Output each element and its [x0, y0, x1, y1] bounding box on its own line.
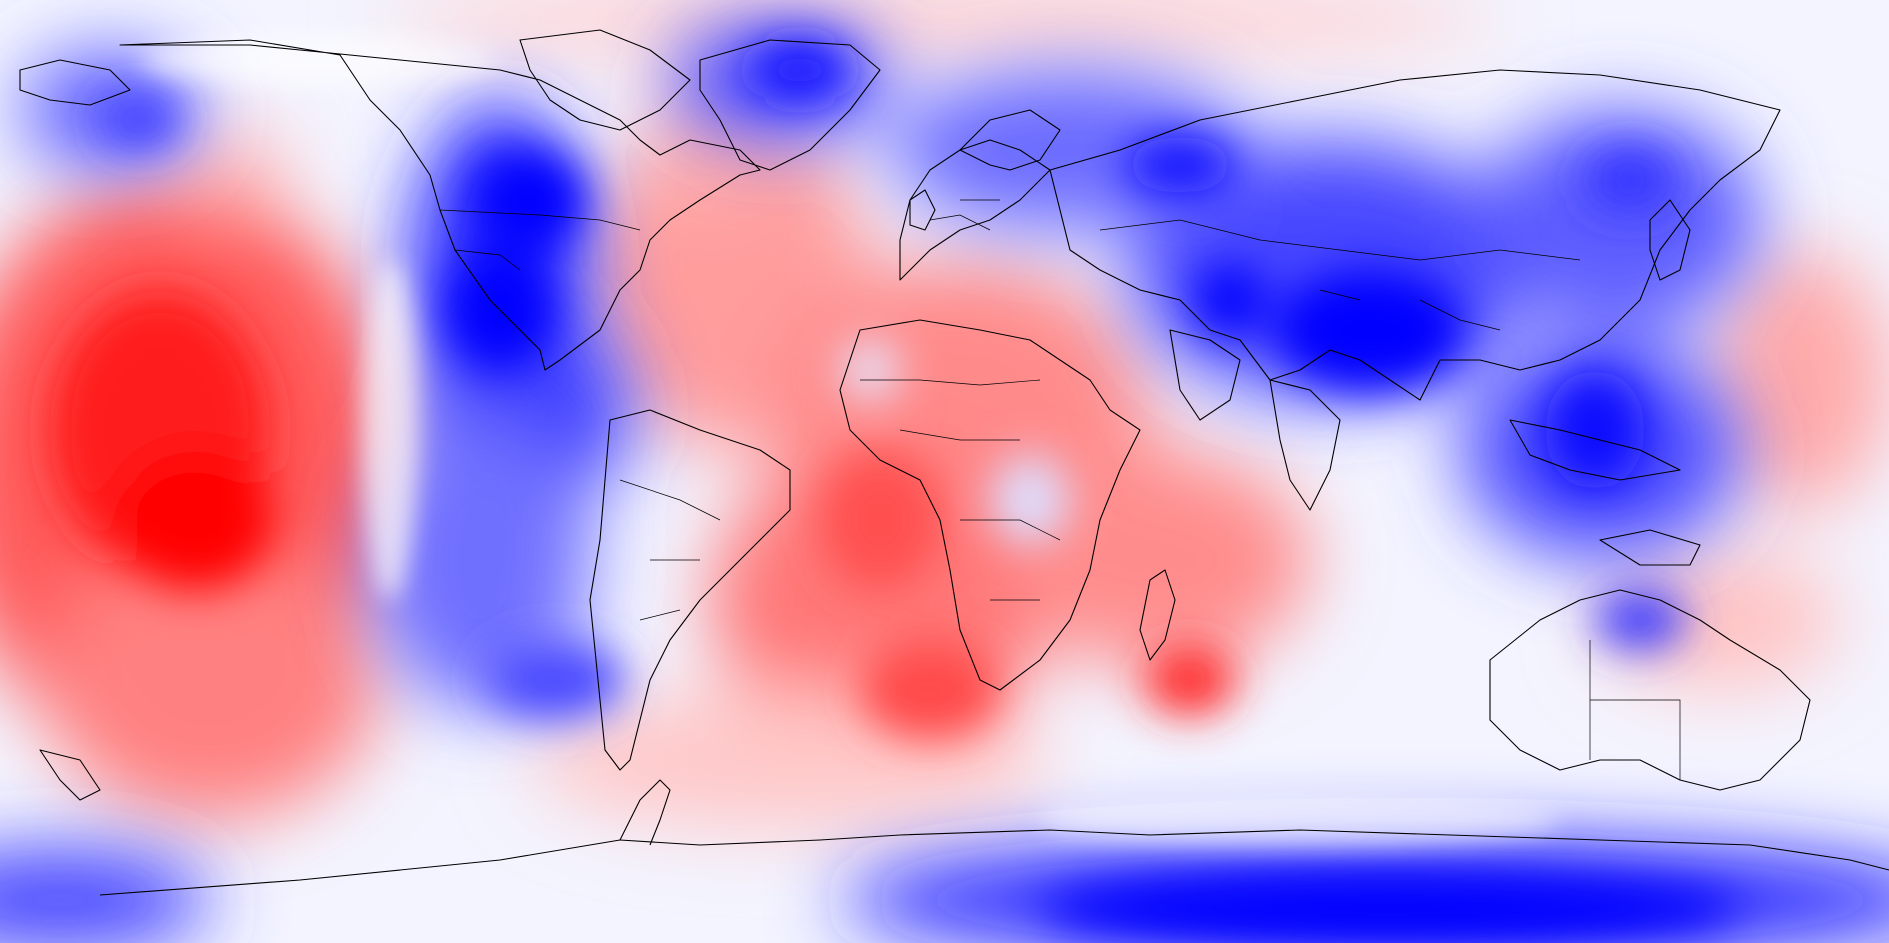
- antarctic-cold-core: [1040, 874, 1740, 943]
- congo-warm-core: [820, 450, 940, 590]
- indonesia-cold-core: [1545, 370, 1645, 490]
- arctic-archipelago-coastline: [519, 29, 691, 131]
- africa-borders: [860, 379, 1061, 601]
- new-zealand-coastline: [39, 749, 101, 801]
- alaska-cold-core: [100, 95, 180, 145]
- indonesia-coastline: [1509, 419, 1681, 481]
- bay-of-bengal-cold-core: [1275, 270, 1465, 390]
- us-mexico-border: [454, 249, 521, 271]
- border-layer: [439, 199, 1681, 780]
- scandinavia-coastline: [959, 109, 1061, 171]
- caspian-cold-core: [1195, 265, 1265, 335]
- intense-anomaly-cores: [50, 40, 1740, 943]
- asia-borders: [1099, 219, 1581, 331]
- neutral-bands: [140, 35, 1560, 845]
- indian-ocean-warm-core: [1145, 645, 1235, 715]
- southern-neutral-band: [1040, 795, 1560, 845]
- antarctica-coastline: [99, 829, 1889, 896]
- arabia-coastline: [1169, 329, 1241, 421]
- sahara-cool-spot: [840, 340, 900, 400]
- greenland-cold-core: [750, 40, 850, 100]
- north-pacific-warm-spot: [170, 130, 290, 210]
- north-pacific-neutral-band: [140, 35, 500, 85]
- north-america-cold-core: [475, 150, 585, 250]
- south-pacific-edge-cold-region: [0, 850, 210, 943]
- pacific-warm-core-south: [115, 450, 275, 590]
- india-coastline: [1269, 379, 1341, 511]
- japan-coastline: [1649, 199, 1691, 281]
- madagascar-coastline: [1139, 569, 1176, 661]
- europe-borders: [929, 199, 1000, 231]
- australia-borders: [1589, 640, 1681, 780]
- antarctic-peninsula-coastline: [619, 779, 671, 846]
- coastline-layer: [19, 29, 1889, 896]
- south-america-borders: [619, 479, 721, 621]
- us-canada-border: [439, 209, 641, 231]
- south-pacific-warm-region: [40, 540, 380, 820]
- indian-ocean-warm-region: [1010, 450, 1310, 670]
- asia-coastline: [1049, 69, 1781, 401]
- japan-cold-core: [1585, 150, 1675, 210]
- north-america-coastline: [119, 39, 761, 371]
- atlantic-warm-core: [860, 640, 1000, 740]
- south-america-coastline: [589, 409, 791, 771]
- south-america-cold-core: [485, 640, 625, 720]
- arctic-warm-band: [380, 0, 1500, 60]
- central-africa-cool-spot: [990, 455, 1070, 545]
- equatorial-neutral-band-west: [362, 260, 418, 600]
- australia-coastline: [1489, 589, 1811, 791]
- eastern-pacific-warm-region: [1710, 250, 1889, 510]
- east-asia-cold-region: [1480, 110, 1760, 330]
- south-america-pacific-cold-region: [370, 410, 590, 710]
- australia-warm-region: [1600, 550, 1840, 690]
- africa-coastline: [839, 319, 1141, 691]
- greenland-coastline: [699, 39, 881, 171]
- australia-east-cold-core: [1595, 590, 1685, 650]
- new-guinea-coastline: [1599, 529, 1701, 566]
- alaska-coastline: [19, 59, 131, 106]
- siberia-cold-core: [1125, 137, 1235, 193]
